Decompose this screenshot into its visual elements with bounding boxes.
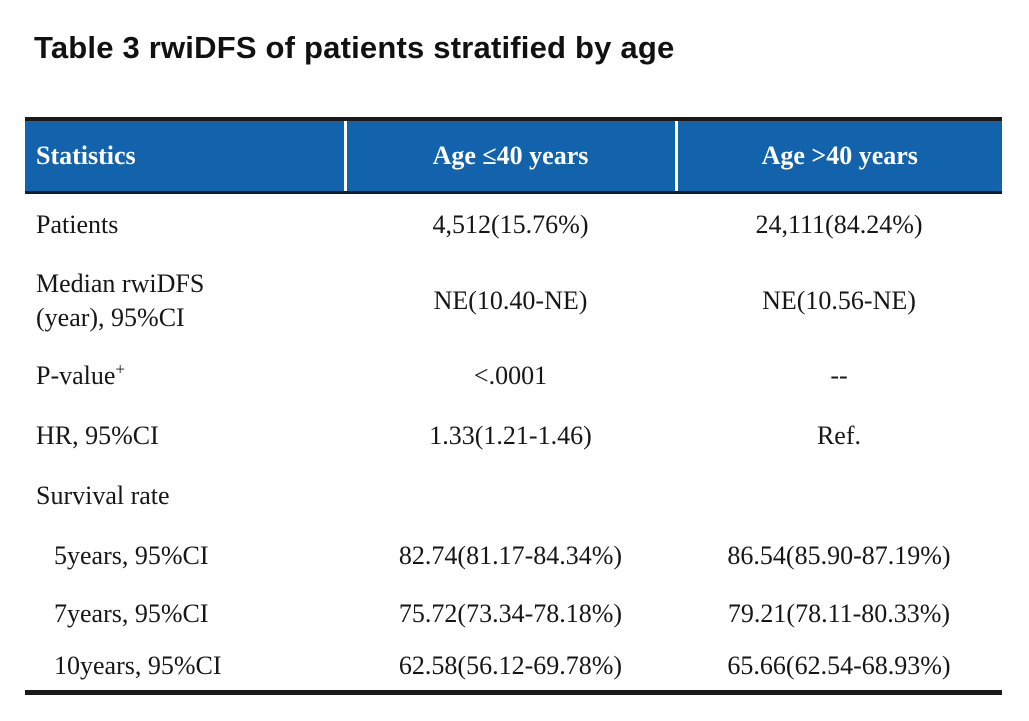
cell-value: 4,512(15.76%) xyxy=(345,192,676,256)
table-row-median-rwidfs: Median rwiDFS (year), 95%CI NE(10.40-NE)… xyxy=(25,256,1002,346)
table-body: Patients 4,512(15.76%) 24,111(84.24%) Me… xyxy=(25,192,1002,693)
cell-value: NE(10.40-NE) xyxy=(345,256,676,346)
table-title: Table 3 rwiDFS of patients stratified by… xyxy=(34,30,675,65)
cell-value: 24,111(84.24%) xyxy=(676,192,1002,256)
cell-value: NE(10.56-NE) xyxy=(676,256,1002,346)
cell-value: 65.66(62.54-68.93%) xyxy=(676,642,1002,693)
row-label: 7years, 95%CI xyxy=(25,586,345,642)
row-label: Patients xyxy=(25,192,345,256)
row-label: 10years, 95%CI xyxy=(25,642,345,693)
cell-value: 62.58(56.12-69.78%) xyxy=(345,642,676,693)
row-label: P-value+ xyxy=(25,346,345,406)
cell-value xyxy=(676,466,1002,526)
cell-value xyxy=(345,466,676,526)
cell-value: 79.21(78.11-80.33%) xyxy=(676,586,1002,642)
table-row-patients: Patients 4,512(15.76%) 24,111(84.24%) xyxy=(25,192,1002,256)
cell-value: 1.33(1.21-1.46) xyxy=(345,406,676,466)
row-label: HR, 95%CI xyxy=(25,406,345,466)
cell-value: Ref. xyxy=(676,406,1002,466)
table-row-hr: HR, 95%CI 1.33(1.21-1.46) Ref. xyxy=(25,406,1002,466)
cell-value: <.0001 xyxy=(345,346,676,406)
row-label: Survival rate xyxy=(25,466,345,526)
cell-value: -- xyxy=(676,346,1002,406)
table-row-5years: 5years, 95%CI 82.74(81.17-84.34%) 86.54(… xyxy=(25,526,1002,586)
p-value-footnote-mark: + xyxy=(115,359,126,379)
table-header: Statistics Age ≤40 years Age >40 years xyxy=(25,119,1002,194)
row-label: Median rwiDFS (year), 95%CI xyxy=(25,256,345,346)
cell-value: 86.54(85.90-87.19%) xyxy=(676,526,1002,586)
cell-value: 75.72(73.34-78.18%) xyxy=(345,586,676,642)
cell-value: 82.74(81.17-84.34%) xyxy=(345,526,676,586)
stats-table: Statistics Age ≤40 years Age >40 years P… xyxy=(25,117,1002,695)
table-row-survival-rate: Survival rate xyxy=(25,466,1002,526)
table-row-p-value: P-value+ <.0001 -- xyxy=(25,346,1002,406)
header-cell-statistics: Statistics xyxy=(25,119,345,194)
header-row: Statistics Age ≤40 years Age >40 years xyxy=(25,119,1002,194)
table-row-10years: 10years, 95%CI 62.58(56.12-69.78%) 65.66… xyxy=(25,642,1002,693)
row-label: 5years, 95%CI xyxy=(25,526,345,586)
header-cell-age-gt-40: Age >40 years xyxy=(674,119,1002,194)
header-cell-age-le-40: Age ≤40 years xyxy=(343,119,676,194)
table-row-7years: 7years, 95%CI 75.72(73.34-78.18%) 79.21(… xyxy=(25,586,1002,642)
p-value-label: P-value xyxy=(36,361,116,390)
